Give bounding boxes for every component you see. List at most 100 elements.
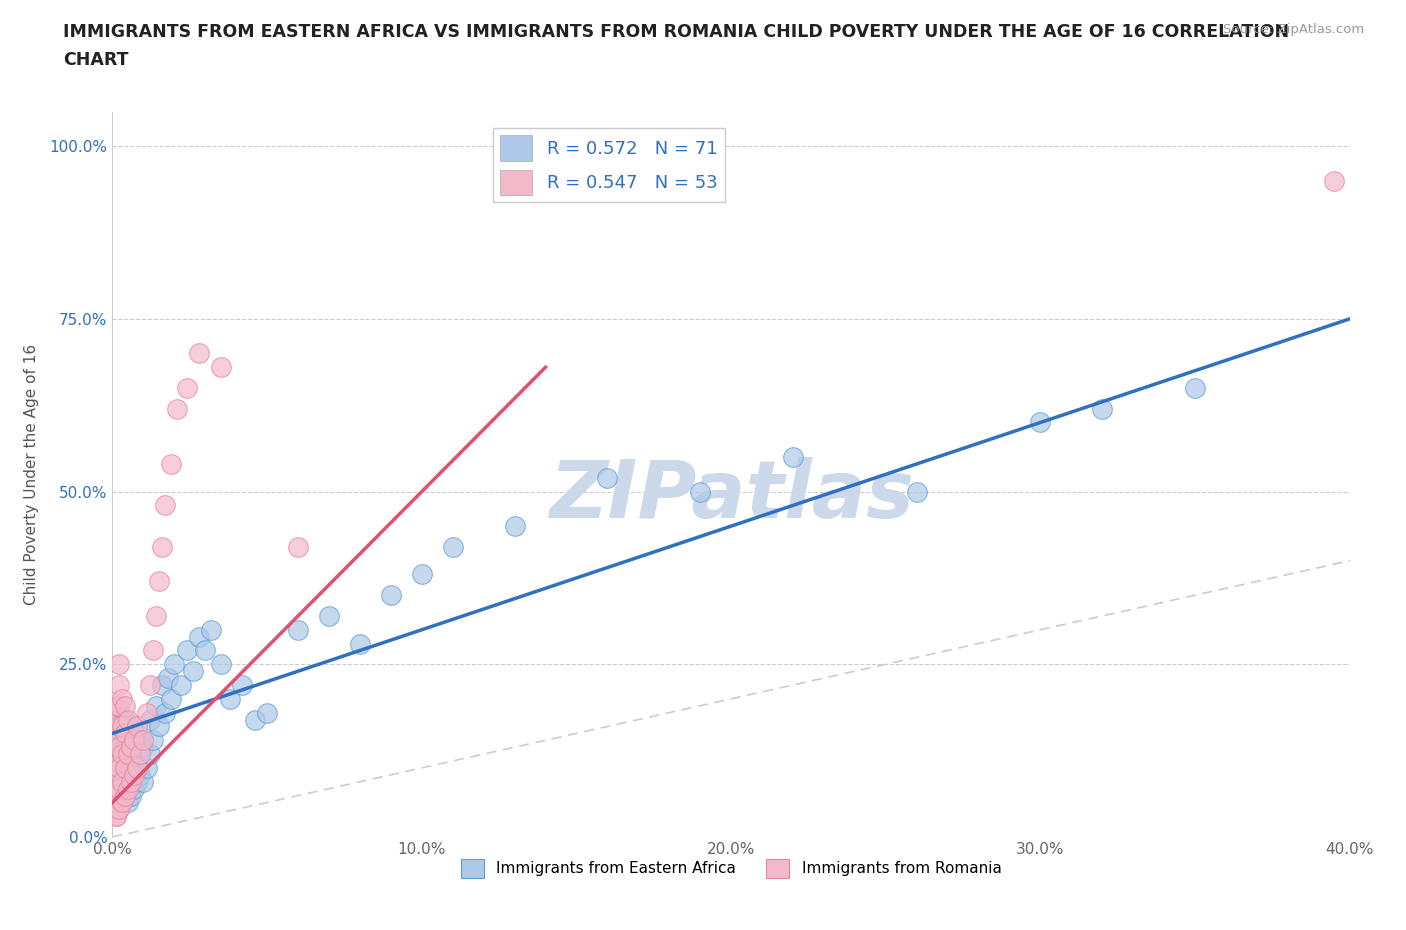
Point xyxy=(287,622,309,637)
Point xyxy=(411,567,433,582)
Point xyxy=(107,802,129,817)
Point xyxy=(782,449,804,464)
Point xyxy=(111,795,134,810)
Point xyxy=(107,657,129,671)
Point xyxy=(120,733,142,748)
Point xyxy=(107,781,129,796)
Point xyxy=(114,788,136,803)
Point xyxy=(256,705,278,720)
Point xyxy=(380,588,402,603)
Point xyxy=(153,498,176,512)
Point xyxy=(122,753,145,768)
Point xyxy=(243,712,266,727)
Point xyxy=(166,401,188,416)
Point xyxy=(441,539,464,554)
Point xyxy=(142,643,165,658)
Point xyxy=(104,809,127,824)
Point xyxy=(114,712,136,727)
Point xyxy=(117,747,139,762)
Point xyxy=(122,726,145,741)
Point xyxy=(138,678,160,693)
Text: IMMIGRANTS FROM EASTERN AFRICA VS IMMIGRANTS FROM ROMANIA CHILD POVERTY UNDER TH: IMMIGRANTS FROM EASTERN AFRICA VS IMMIGR… xyxy=(63,23,1289,41)
Point xyxy=(150,678,173,693)
Point xyxy=(905,485,928,499)
Point xyxy=(142,733,165,748)
Point xyxy=(127,719,149,734)
Point xyxy=(132,739,155,754)
Point xyxy=(104,795,127,810)
Text: CHART: CHART xyxy=(63,51,129,69)
Point xyxy=(596,471,619,485)
Point xyxy=(135,761,157,776)
Point xyxy=(120,788,142,803)
Point xyxy=(122,781,145,796)
Point xyxy=(181,664,204,679)
Point xyxy=(104,788,127,803)
Point xyxy=(114,788,136,803)
Point xyxy=(104,781,127,796)
Point xyxy=(150,539,173,554)
Y-axis label: Child Poverty Under the Age of 16: Child Poverty Under the Age of 16 xyxy=(24,344,38,604)
Point xyxy=(104,775,127,790)
Point xyxy=(111,747,134,762)
Point xyxy=(107,767,129,782)
Point xyxy=(132,775,155,790)
Text: ZIPatlas: ZIPatlas xyxy=(548,457,914,535)
Point xyxy=(209,657,232,671)
Point xyxy=(160,691,183,706)
Point xyxy=(1184,380,1206,395)
Point xyxy=(111,775,134,790)
Point xyxy=(117,775,139,790)
Point xyxy=(188,630,211,644)
Point xyxy=(194,643,217,658)
Point xyxy=(104,753,127,768)
Point xyxy=(117,781,139,796)
Point xyxy=(188,346,211,361)
Point xyxy=(111,691,134,706)
Point xyxy=(107,781,129,796)
Point xyxy=(114,698,136,713)
Point xyxy=(148,719,170,734)
Text: Source: ZipAtlas.com: Source: ZipAtlas.com xyxy=(1223,23,1364,36)
Point xyxy=(104,712,127,727)
Point xyxy=(132,733,155,748)
Point xyxy=(104,739,127,754)
Point xyxy=(122,767,145,782)
Point xyxy=(231,678,253,693)
Point xyxy=(104,698,127,713)
Point xyxy=(145,608,167,623)
Point xyxy=(117,719,139,734)
Point xyxy=(107,802,129,817)
Point xyxy=(138,712,160,727)
Point xyxy=(157,671,180,685)
Point xyxy=(129,767,152,782)
Point xyxy=(689,485,711,499)
Point xyxy=(117,747,139,762)
Point xyxy=(176,380,198,395)
Point xyxy=(111,747,134,762)
Point xyxy=(120,761,142,776)
Point xyxy=(114,761,136,776)
Point xyxy=(104,761,127,776)
Point xyxy=(107,753,129,768)
Point xyxy=(114,726,136,741)
Point xyxy=(111,795,134,810)
Point xyxy=(120,775,142,790)
Point xyxy=(104,726,127,741)
Point xyxy=(145,698,167,713)
Point xyxy=(104,767,127,782)
Point xyxy=(107,698,129,713)
Point xyxy=(107,712,129,727)
Point xyxy=(219,691,242,706)
Point xyxy=(104,747,127,762)
Point xyxy=(111,775,134,790)
Legend: R = 0.572   N = 71, R = 0.547   N = 53: R = 0.572 N = 71, R = 0.547 N = 53 xyxy=(492,128,725,203)
Point xyxy=(153,705,176,720)
Point xyxy=(176,643,198,658)
Point xyxy=(114,739,136,754)
Point xyxy=(107,739,129,754)
Point xyxy=(169,678,191,693)
Point xyxy=(287,539,309,554)
Point xyxy=(160,457,183,472)
Point xyxy=(209,360,232,375)
